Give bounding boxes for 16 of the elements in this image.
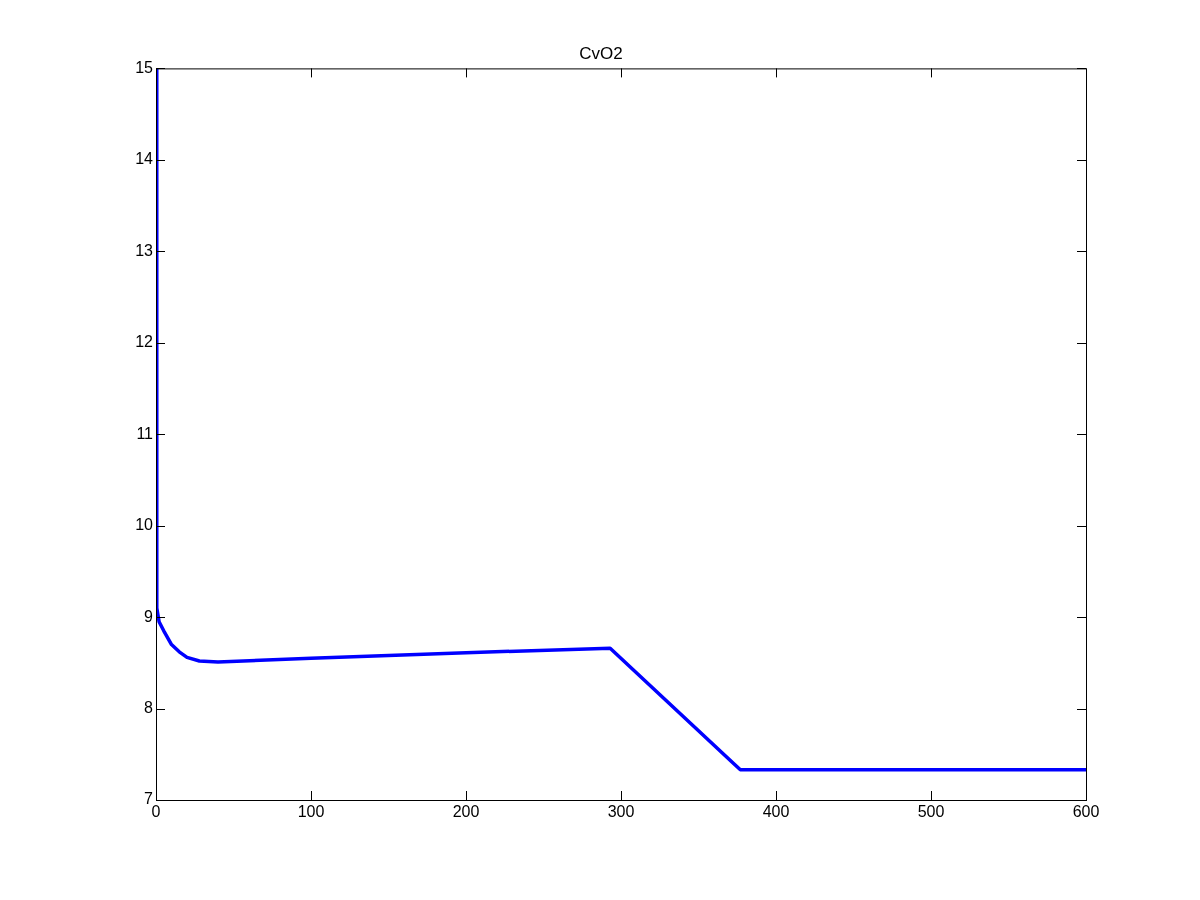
- chart-title: CvO2: [579, 43, 623, 63]
- x-tick-label: 400: [762, 803, 790, 821]
- y-tick-label: 15: [135, 58, 154, 76]
- x-tick-label: 500: [917, 803, 945, 821]
- x-tick-label: 200: [452, 803, 480, 821]
- y-tick-label: 12: [135, 333, 154, 351]
- x-tick-label: 100: [297, 803, 325, 821]
- x-tick-label: 300: [607, 803, 635, 821]
- y-tick-label: 8: [144, 698, 154, 716]
- y-tick-label: 13: [135, 241, 154, 259]
- y-tick-label: 9: [144, 607, 154, 625]
- y-tick-label: 10: [135, 516, 154, 534]
- y-tick-label: 11: [136, 424, 154, 442]
- x-tick-label: 0: [151, 803, 161, 821]
- x-tick-label: 600: [1072, 803, 1100, 821]
- y-tick-label: 14: [135, 150, 154, 168]
